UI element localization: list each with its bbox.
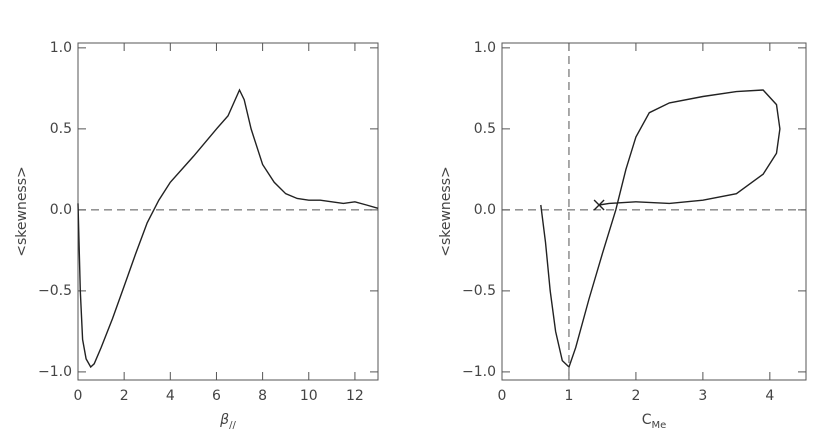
- data-line: [540, 89, 781, 369]
- y-tick-label: −1.0: [38, 364, 72, 380]
- x-tick-label: 4: [166, 388, 175, 404]
- plot-frame: [501, 42, 807, 381]
- y-tick-label: −0.5: [462, 283, 496, 299]
- y-tick-label: 0.0: [474, 202, 496, 218]
- x-tick-label: 3: [698, 388, 707, 404]
- data-line: [77, 88, 379, 369]
- y-tick-label: 1.0: [50, 40, 72, 56]
- y-axis-label: <skewness>: [14, 166, 30, 257]
- x-tick-label: 0: [74, 388, 83, 404]
- y-tick-label: −0.5: [38, 283, 72, 299]
- x-axis-label-main: C: [642, 412, 652, 428]
- x-tick-label: 12: [346, 388, 364, 404]
- x-tick-label: 8: [258, 388, 267, 404]
- end-marker: [593, 199, 605, 211]
- y-tick-label: −1.0: [462, 364, 496, 380]
- y-tick-label: 1.0: [474, 40, 496, 56]
- x-axis-label: β//: [219, 412, 236, 431]
- x-tick-label: 0: [498, 388, 507, 404]
- x-axis-label: CMe: [642, 412, 667, 431]
- x-axis-label-subscript: Me: [652, 420, 667, 431]
- x-tick-label: 4: [765, 388, 774, 404]
- y-tick-label: 0.5: [474, 121, 496, 137]
- x-tick-label: 6: [212, 388, 221, 404]
- y-tick-label: 0.5: [50, 121, 72, 137]
- x-axis-label-subscript: //: [229, 420, 236, 431]
- y-axis-label: <skewness>: [438, 166, 454, 257]
- plot-frame: [77, 42, 379, 381]
- x-tick-label: 2: [631, 388, 640, 404]
- x-axis-label-main: β: [219, 412, 229, 428]
- x-tick-label: 1: [564, 388, 573, 404]
- y-tick-label: 0.0: [50, 202, 72, 218]
- x-tick-label: 2: [120, 388, 129, 404]
- x-tick-label: 10: [300, 388, 318, 404]
